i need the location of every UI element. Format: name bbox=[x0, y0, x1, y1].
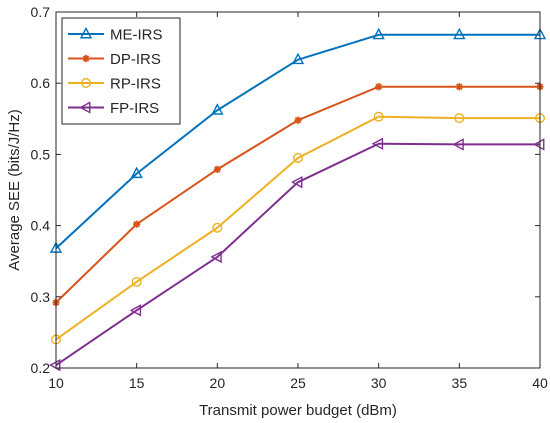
data-point bbox=[452, 138, 464, 151]
data-point bbox=[373, 111, 384, 122]
y-tick-label: 0.3 bbox=[31, 289, 51, 305]
circle-icon bbox=[80, 77, 91, 88]
data-point bbox=[294, 116, 302, 124]
series-line bbox=[55, 142, 540, 366]
y-tick-label: 0.2 bbox=[31, 360, 51, 376]
series-line bbox=[55, 33, 540, 250]
data-point bbox=[371, 137, 384, 150]
legend-item: RP-IRS bbox=[68, 76, 161, 93]
data-point bbox=[454, 113, 465, 124]
y-tick-label: 0.6 bbox=[31, 75, 51, 91]
triangle-up-icon bbox=[79, 27, 93, 39]
legend: ME-IRS DP-IRS RP-IRS FP-IRS bbox=[61, 17, 181, 125]
data-point bbox=[455, 83, 463, 91]
x-tick-label: 40 bbox=[532, 375, 548, 391]
x-tick-label: 25 bbox=[290, 375, 306, 391]
triangle-left-icon bbox=[79, 101, 91, 114]
data-point bbox=[213, 165, 221, 173]
legend-label: FP-IRS bbox=[110, 100, 159, 117]
x-tick-label: 10 bbox=[48, 375, 64, 391]
asterisk-icon bbox=[82, 54, 90, 63]
x-tick-label: 35 bbox=[452, 375, 468, 391]
legend-label: ME-IRS bbox=[110, 27, 163, 44]
data-point bbox=[133, 220, 141, 228]
series-fp-irs bbox=[49, 137, 545, 372]
y-tick-label: 0.7 bbox=[31, 4, 51, 20]
data-point bbox=[130, 166, 143, 179]
x-tick-label: 30 bbox=[371, 375, 387, 391]
data-point bbox=[210, 250, 222, 264]
y-tick-label: 0.4 bbox=[31, 218, 51, 234]
series-rp-irs bbox=[51, 111, 546, 345]
legend-label: RP-IRS bbox=[110, 76, 161, 93]
data-point bbox=[129, 304, 142, 317]
data-point bbox=[291, 175, 303, 189]
legend-item: ME-IRS bbox=[68, 27, 163, 44]
x-tick-label: 20 bbox=[210, 375, 226, 391]
legend-label: DP-IRS bbox=[110, 51, 161, 68]
series-line bbox=[55, 115, 540, 341]
data-point bbox=[375, 83, 383, 91]
legend-item: DP-IRS bbox=[68, 51, 161, 68]
data-point bbox=[131, 276, 142, 287]
x-tick-label: 15 bbox=[129, 375, 145, 391]
data-point bbox=[372, 27, 385, 40]
tick-layer: 10 15 20 25 30 35 40 0.2 0.3 0.4 0.5 0.6 0.7 bbox=[31, 4, 548, 391]
data-point bbox=[211, 103, 224, 115]
data-point bbox=[212, 222, 223, 233]
data-point bbox=[453, 27, 466, 40]
data-point bbox=[533, 138, 545, 151]
x-axis-label: Transmit power budget (dBm) bbox=[199, 402, 397, 419]
legend-item: FP-IRS bbox=[68, 100, 159, 117]
data-point bbox=[291, 52, 305, 65]
data-point bbox=[49, 358, 61, 372]
y-tick-label: 0.5 bbox=[31, 146, 51, 162]
y-axis-label: Average SEE (bits/J/Hz) bbox=[6, 109, 23, 270]
data-point bbox=[293, 152, 304, 163]
